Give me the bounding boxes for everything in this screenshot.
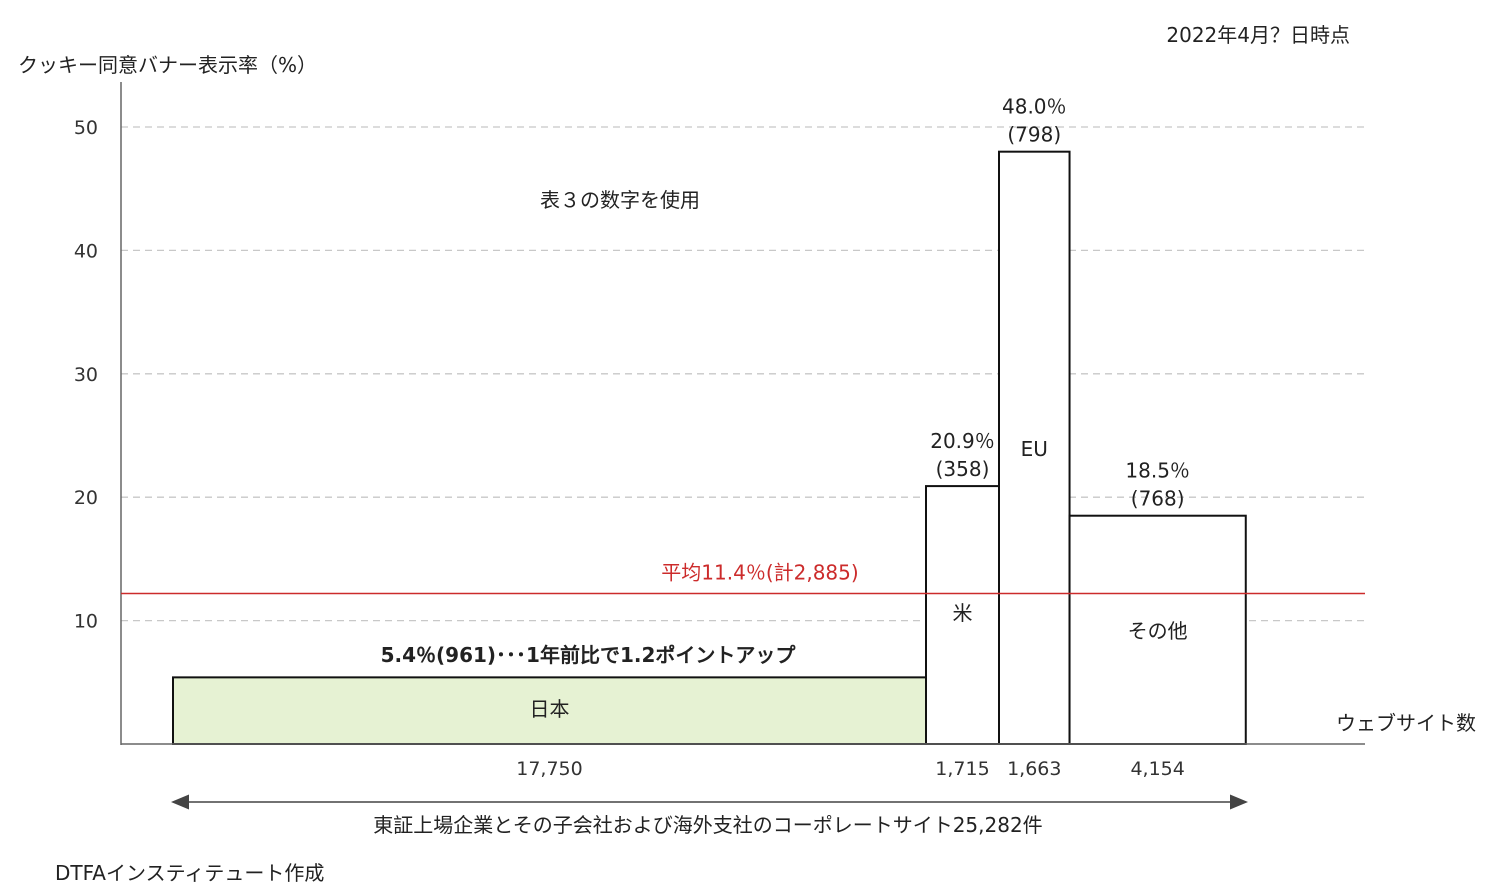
bar-3 (1068, 514, 1247, 746)
category-label: EU (1021, 437, 1048, 461)
website-count-label: 4,154 (1130, 758, 1184, 780)
pct-label: 20.9％ (930, 429, 995, 453)
bar-2 (998, 150, 1071, 745)
category-label: 米 (953, 601, 973, 625)
category-label: その他 (1128, 619, 1188, 643)
count-label: (358) (936, 457, 990, 481)
y-tick-label: 10 (74, 611, 98, 633)
center-annotation: 表３の数字を使用 (540, 188, 700, 212)
website-count-label: 17,750 (516, 758, 582, 780)
category-label: 日本 (530, 697, 570, 721)
japan-note: 5.4％(961)･･･1年前比で1.2ポイントアップ (381, 643, 797, 667)
pct-label: 48.0％ (1002, 95, 1067, 119)
count-label: (768) (1131, 487, 1185, 511)
website-count-label: 1,663 (1007, 758, 1061, 780)
footer-credit: DTFAインスティテュート作成 (55, 861, 324, 885)
count-label: (798) (1007, 123, 1061, 147)
pct-label: 18.5％ (1125, 459, 1190, 483)
bar-0 (172, 676, 927, 746)
y-tick-label: 30 (74, 364, 98, 386)
y-axis-label: クッキー同意バナー表示率（%） (18, 53, 317, 77)
y-tick-labels: 10 20 30 40 50 (74, 117, 98, 633)
y-tick-label: 20 (74, 487, 98, 509)
average-label: 平均11.4％(計2,885) (661, 560, 858, 584)
total-label: 東証上場企業とその子会社および海外支社のコーポレートサイト25,282件 (373, 813, 1042, 837)
bars: 日本 17,750 米 20.9％ (358) 1,715 EU 48.0％ (798) 1,66… (172, 95, 1247, 780)
x-axis-label: ウェブサイト数 (1336, 711, 1476, 735)
y-tick-label: 40 (74, 240, 98, 262)
date-note: 2022年4月？日時点 (1166, 23, 1350, 47)
website-count-label: 1,715 (935, 758, 989, 780)
y-tick-label: 50 (74, 117, 98, 139)
